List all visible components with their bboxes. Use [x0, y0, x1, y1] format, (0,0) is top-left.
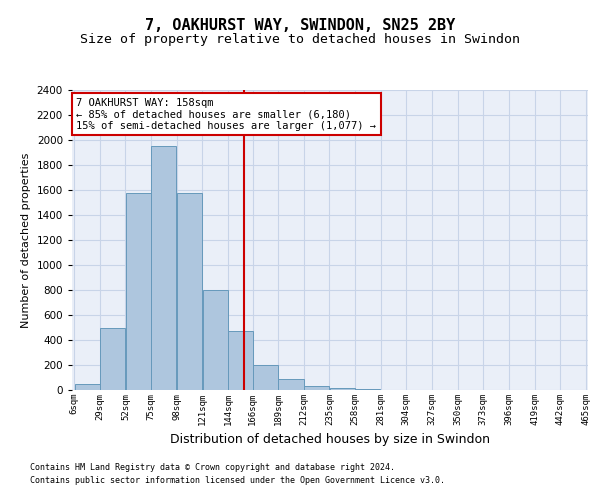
X-axis label: Distribution of detached houses by size in Swindon: Distribution of detached houses by size …: [170, 434, 490, 446]
Bar: [74, 384, 100, 390]
Bar: [304, 386, 329, 390]
Text: 7 OAKHURST WAY: 158sqm
← 85% of detached houses are smaller (6,180)
15% of semi-: 7 OAKHURST WAY: 158sqm ← 85% of detached…: [76, 98, 376, 130]
Bar: [278, 379, 304, 390]
Bar: [177, 192, 202, 390]
Text: Contains public sector information licensed under the Open Government Licence v3: Contains public sector information licen…: [30, 476, 445, 485]
Bar: [203, 290, 228, 390]
Bar: [100, 328, 125, 390]
Bar: [330, 388, 355, 390]
Text: Contains HM Land Registry data © Crown copyright and database right 2024.: Contains HM Land Registry data © Crown c…: [30, 464, 395, 472]
Y-axis label: Number of detached properties: Number of detached properties: [21, 152, 31, 328]
Text: 7, OAKHURST WAY, SWINDON, SN25 2BY: 7, OAKHURST WAY, SWINDON, SN25 2BY: [145, 18, 455, 32]
Bar: [229, 331, 253, 390]
Bar: [253, 365, 278, 390]
Bar: [126, 192, 151, 390]
Bar: [151, 146, 176, 390]
Text: Size of property relative to detached houses in Swindon: Size of property relative to detached ho…: [80, 32, 520, 46]
